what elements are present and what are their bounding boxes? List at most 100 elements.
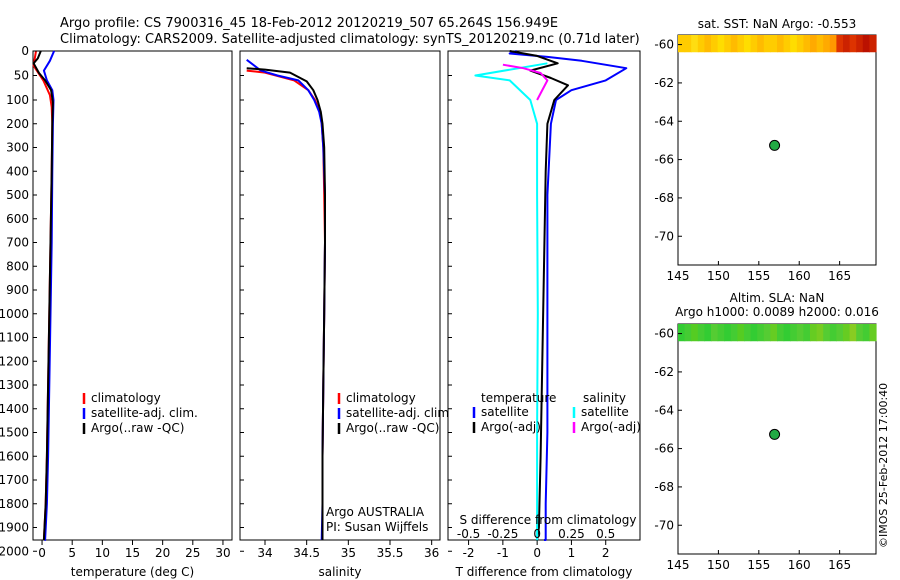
- sst-data-cell: [691, 35, 699, 53]
- sst-data-cell: [757, 35, 765, 53]
- sst-data-cell: [816, 35, 824, 53]
- float-pi-annotation: PI: Susan Wijffels: [326, 520, 428, 534]
- depth-tick-label: 1000: [0, 307, 29, 321]
- depth-tick-label: 1100: [0, 331, 29, 345]
- temperature-xtick-label: 5: [68, 546, 76, 560]
- temperature-series-2: [32, 50, 54, 541]
- sla-data-cell: [783, 324, 791, 342]
- sst-data-cell: [796, 35, 804, 53]
- sst-data-cell: [737, 35, 745, 53]
- sst-ytick-label: -66: [654, 153, 674, 167]
- difference-xtick-label: 2: [602, 546, 610, 560]
- depth-tick-label: 2000: [0, 544, 29, 558]
- sla-xtick-label: 165: [828, 558, 851, 572]
- sst-data-cell: [829, 35, 837, 53]
- sst-argo-marker: [769, 139, 781, 151]
- sla-data-cell: [744, 324, 752, 342]
- temperature-panel: 0 5 10 15 20 25 30 temperature (deg C) 0 50 100 200…: [0, 44, 233, 579]
- temperature-plot-frame: [32, 50, 233, 541]
- depth-tick-label: 0: [21, 44, 29, 58]
- difference-xtick-label: 1: [568, 546, 576, 560]
- sla-ytick-label: -64: [654, 403, 674, 417]
- temperature-xtick-label: 25: [185, 546, 200, 560]
- sst-data-cell: [697, 35, 705, 53]
- sst-data-cell: [810, 35, 818, 53]
- depth-tick-label: 800: [6, 259, 29, 273]
- sst-data-cell: [777, 35, 785, 53]
- sst-xtick-label: 155: [747, 269, 770, 283]
- depth-tick-label: 1500: [0, 426, 29, 440]
- difference-legend-header-salinity: salinity: [583, 391, 626, 405]
- difference-s-tick-label: -0.25: [487, 527, 518, 541]
- depth-tick-label: 1700: [0, 473, 29, 487]
- depth-tick-label: 50: [14, 69, 29, 83]
- temperature-legend-label-0: climatology: [91, 391, 161, 405]
- temperature-legend-label-2: Argo(..raw -QC): [91, 421, 184, 435]
- sst-ytick-label: -70: [654, 229, 674, 243]
- depth-tick-label: 1400: [0, 402, 29, 416]
- figure-title-line1: Argo profile: CS 7900316_45 18-Feb-2012 …: [60, 16, 558, 31]
- difference-legend-header-temperature: temperature: [481, 391, 556, 405]
- difference-legend-label-0: satellite: [481, 405, 529, 419]
- temperature-legend-label-1: satellite-adj. clim.: [91, 406, 198, 420]
- temperature-xtick-label: 10: [95, 546, 110, 560]
- difference-series-2: [474, 62, 548, 541]
- salinity-xtick-label: 35.5: [377, 546, 404, 560]
- sla-ytick-label: -62: [654, 365, 674, 379]
- sla-data-cell: [856, 324, 864, 342]
- sla-data-cell: [836, 324, 844, 342]
- depth-tick-label: 1800: [0, 497, 29, 511]
- depth-tick-label: 1300: [0, 378, 29, 392]
- depth-tick-label: 300: [6, 141, 29, 155]
- depth-tick-label: 700: [6, 236, 29, 250]
- sla-map-title: Altim. SLA: NaN: [730, 291, 825, 305]
- salinity-xtick-label: 34.5: [293, 546, 320, 560]
- difference-xtick-label: -1: [497, 546, 509, 560]
- sst-data-cell: [856, 35, 864, 53]
- difference-series-3: [502, 63, 549, 101]
- sla-data-cell: [730, 324, 738, 342]
- sla-data-cell: [717, 324, 725, 342]
- difference-s-tick-label: -0.5: [457, 527, 480, 541]
- sla-data-cell: [843, 324, 851, 342]
- sst-data-cell: [744, 35, 752, 53]
- sla-data-cell: [790, 324, 798, 342]
- difference-xtick-label: 0: [533, 546, 541, 560]
- sla-data-cell: [823, 324, 831, 342]
- sst-data-cell: [790, 35, 798, 53]
- sst-data-cell: [836, 35, 844, 53]
- temperature-xlabel: temperature (deg C): [71, 565, 194, 579]
- sst-data-cell: [678, 35, 686, 53]
- sla-xtick-label: 160: [788, 558, 811, 572]
- depth-tick-label: 500: [6, 188, 29, 202]
- sla-map-panel: 145 150 155 160 165 -60 -62 -64 -66 -68 -70 Altim. …: [654, 291, 879, 572]
- temperature-xtick-label: 30: [215, 546, 230, 560]
- difference-panel: -2 -1 0 1 2 T difference from climatology temp…: [447, 50, 641, 579]
- sst-data-cell: [684, 35, 692, 53]
- difference-series-1: [509, 50, 569, 541]
- sla-data-cell: [691, 324, 699, 342]
- sla-ytick-label: -70: [654, 518, 674, 532]
- difference-series-0: [508, 50, 628, 541]
- sla-data-cell: [684, 324, 692, 342]
- sla-data-cell: [757, 324, 765, 342]
- difference-legend-label-3: Argo(-adj): [581, 420, 641, 434]
- sst-map-title: sat. SST: NaN Argo: -0.553: [698, 17, 857, 31]
- sst-xtick-label: 145: [667, 269, 690, 283]
- sst-map-panel: 145 150 155 160 165 -60 -62 -64 -66 -68 -70 sat. SS…: [654, 17, 877, 283]
- sla-data-cell: [763, 324, 771, 342]
- depth-tick-label: 900: [6, 283, 29, 297]
- difference-legend-label-1: Argo(-adj): [481, 420, 541, 434]
- salinity-xlabel: salinity: [318, 565, 361, 579]
- sla-data-cell: [770, 324, 778, 342]
- salinity-xtick-label: 35: [341, 546, 356, 560]
- sst-data-cell: [823, 35, 831, 53]
- salinity-panel: 34 34.5 35 35.5 36 salinity climatologysatelli…: [239, 50, 453, 579]
- salinity-series-2: [246, 67, 326, 540]
- difference-xtick-label: -2: [463, 546, 475, 560]
- sla-data-cell: [869, 324, 877, 342]
- sst-xtick-label: 160: [788, 269, 811, 283]
- sla-data-cell: [803, 324, 811, 342]
- sst-data-cell: [711, 35, 719, 53]
